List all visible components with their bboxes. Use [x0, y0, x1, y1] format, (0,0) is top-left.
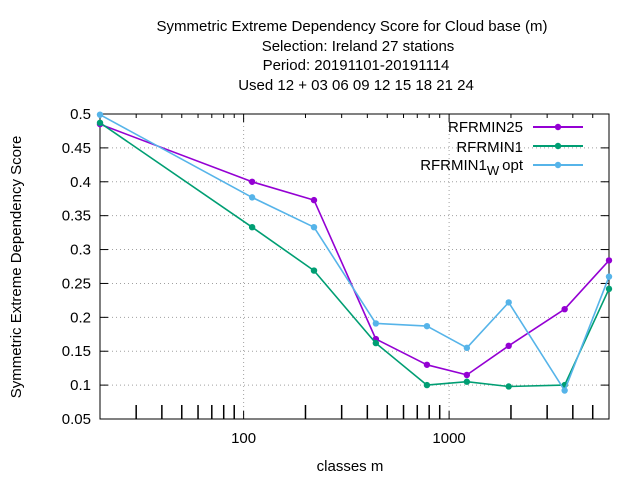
y-tick-label: 0.45 — [62, 140, 91, 157]
y-tick-label: 0.15 — [62, 343, 91, 360]
data-point — [561, 306, 568, 313]
series-line — [99, 122, 610, 388]
data-point — [605, 285, 613, 293]
legend-entry-rfrmin1: RFRMIN1 — [456, 139, 583, 156]
data-point — [505, 299, 512, 306]
data-point — [248, 194, 256, 201]
data-point — [505, 383, 512, 390]
legend: RFRMIN25 RFRMIN1 RFRMIN1W opt — [420, 119, 583, 178]
title-line-2: Selection: Ireland 27 stations — [262, 38, 455, 55]
data-point — [423, 361, 431, 368]
title-line-4: Used 12 + 03 06 09 12 15 18 21 24 — [238, 77, 474, 94]
grid-lines — [100, 114, 609, 419]
legend-marker-rfrmin1 — [554, 142, 562, 150]
legend-label-rfrmin1: RFRMIN1 — [456, 139, 523, 156]
data-point — [463, 378, 471, 385]
data-point — [423, 381, 431, 389]
data-point — [605, 273, 613, 280]
y-tick-label: 0.05 — [62, 411, 91, 428]
legend-marker-rfrmin25 — [554, 123, 562, 131]
series-layer — [96, 111, 613, 394]
y-tick-label: 0.2 — [70, 309, 91, 326]
data-point — [372, 320, 380, 327]
y-axis-label: Symmetric Extreme Dependency Score — [8, 136, 25, 399]
title-line-3: Period: 20191101-20191114 — [263, 57, 450, 74]
y-tick-label: 0.5 — [70, 106, 91, 123]
y-tick-label: 0.35 — [62, 208, 91, 225]
data-point — [96, 119, 104, 127]
series-1 — [96, 120, 613, 379]
y-tick-label: 0.3 — [70, 242, 91, 259]
chart-title: Symmetric Extreme Dependency Score for C… — [157, 18, 548, 94]
data-point — [605, 257, 613, 264]
x-tick-label: 100 — [231, 430, 256, 447]
data-point — [463, 371, 471, 379]
data-point — [423, 322, 431, 330]
x-tick-label: 1000 — [432, 430, 465, 447]
data-point — [310, 196, 318, 204]
data-point — [248, 223, 256, 231]
title-line-1: Symmetric Extreme Dependency Score for C… — [157, 18, 548, 35]
legend-entry-rfrmin25: RFRMIN25 — [448, 119, 583, 136]
x-axis-label: classes m — [317, 458, 384, 475]
x-tick-labels: 100 1000 — [231, 430, 466, 447]
data-point — [463, 344, 471, 352]
axis-ticks — [100, 113, 609, 420]
series-3 — [96, 111, 613, 394]
legend-label-subscript: W — [487, 163, 500, 178]
legend-entry-rfrmin1w-opt: RFRMIN1W opt — [420, 157, 583, 178]
y-tick-label: 0.25 — [62, 275, 91, 292]
y-tick-label: 0.1 — [70, 377, 91, 394]
y-tick-labels: 0.05 0.1 0.15 0.2 0.25 0.3 0.35 0.4 0.45 0.5 — [62, 106, 91, 428]
legend-label-base: RFRMIN1 — [420, 157, 487, 174]
data-point — [96, 111, 104, 118]
data-point — [310, 223, 318, 231]
legend-marker-rfrmin1w-opt — [554, 161, 562, 169]
data-point — [310, 267, 318, 274]
series-line — [99, 113, 610, 392]
data-point — [372, 339, 380, 347]
legend-label-rfrmin1w-opt: RFRMIN1W opt — [420, 157, 524, 178]
data-point — [561, 387, 568, 394]
data-point — [505, 342, 512, 349]
series-2 — [96, 119, 613, 390]
plot-area-border — [99, 113, 610, 420]
y-tick-label: 0.4 — [70, 174, 91, 191]
legend-label-suffix: opt — [502, 157, 524, 174]
data-point — [248, 178, 256, 185]
legend-label-rfrmin25: RFRMIN25 — [448, 119, 523, 136]
